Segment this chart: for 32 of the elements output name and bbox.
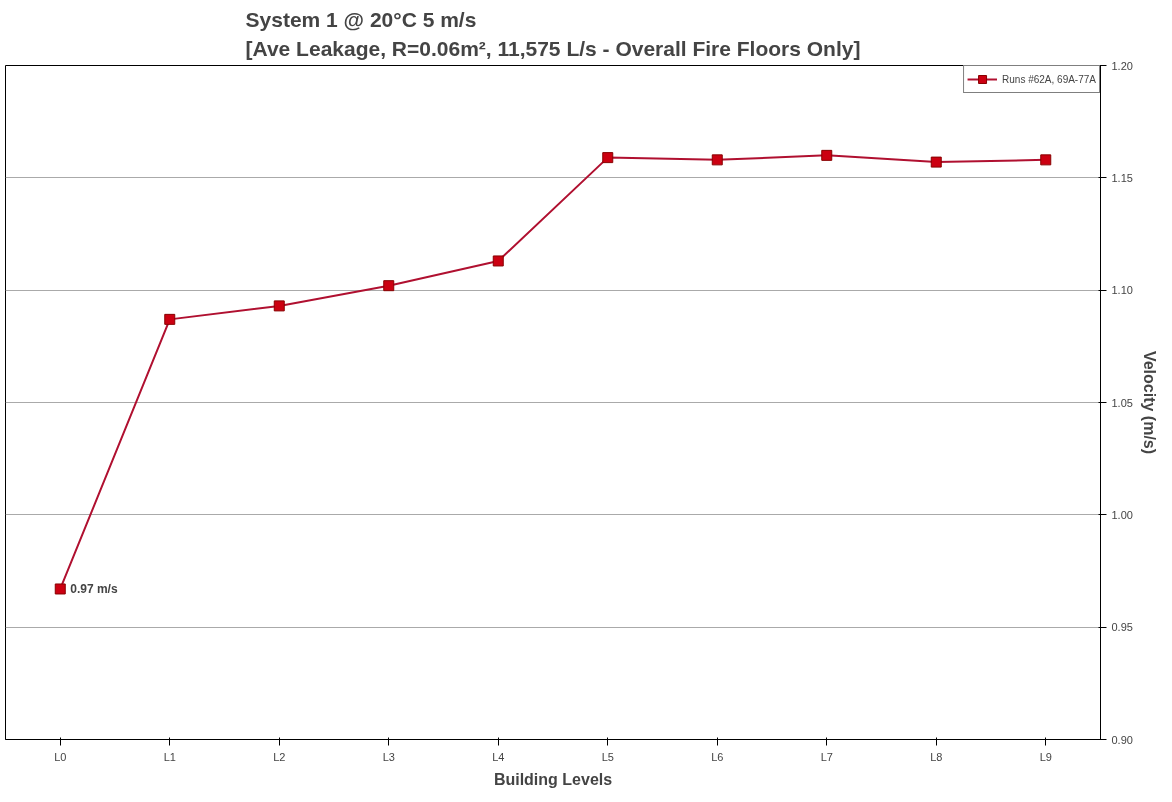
point <box>930 156 942 168</box>
point <box>383 280 395 292</box>
y-axis-title: Velocity (m/s) <box>1140 350 1158 455</box>
point <box>273 300 285 312</box>
point <box>54 583 66 595</box>
x-tick-label: L7 <box>820 750 833 763</box>
y-tick-label: 0.90 <box>1111 733 1133 746</box>
chart-title: System 1 @ 20°C 5 m/s [Ave Leakage, R=0.06m², 11,575 L/s - Overall Fire Floors Only] <box>245 7 861 61</box>
legend-label: Runs #62A, 69A-77A <box>1002 73 1096 85</box>
x-tick-label: L8 <box>930 750 943 763</box>
y-tick-label: 1.15 <box>1111 171 1133 184</box>
x-axis-title: Building Levels <box>493 770 613 788</box>
point <box>1040 154 1052 166</box>
x-tick-label: L4 <box>492 750 505 763</box>
point <box>821 149 833 161</box>
point <box>164 313 176 325</box>
y-tick-label: 1.05 <box>1111 396 1133 409</box>
x-tick-label: L3 <box>382 750 395 763</box>
point <box>602 152 614 164</box>
x-tick-label: L0 <box>54 750 67 763</box>
x-tick-label: L2 <box>273 750 286 763</box>
annotation: 0.97 m/s <box>70 581 118 596</box>
y-tick-label: 0.95 <box>1111 621 1133 634</box>
y-tick-label: 1.10 <box>1111 284 1133 297</box>
point <box>711 154 723 166</box>
point <box>492 255 504 267</box>
x-tick-label: L1 <box>163 750 176 763</box>
x-tick-label: L9 <box>1039 750 1052 763</box>
y-tick-label: 1.20 <box>1111 59 1133 72</box>
x-tick-label: L5 <box>601 750 614 763</box>
y-tick-label: 1.00 <box>1111 508 1133 521</box>
x-tick-label: L6 <box>711 750 724 763</box>
